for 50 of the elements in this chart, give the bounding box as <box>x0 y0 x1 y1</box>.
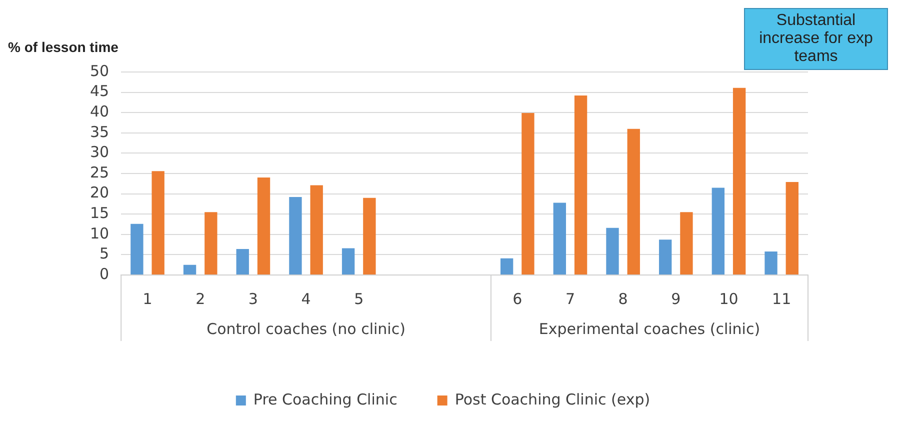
bar <box>764 251 778 274</box>
bar <box>522 113 534 274</box>
y-tick-label: 5 <box>100 244 110 263</box>
bar <box>342 248 355 274</box>
x-tick-label: 4 <box>301 290 311 308</box>
x-tick-label: 9 <box>671 290 681 308</box>
y-axis-title: % of lesson time <box>8 38 119 55</box>
bar <box>500 258 514 274</box>
x-tick-label: 1 <box>142 290 152 308</box>
y-tick-label: 15 <box>90 204 110 222</box>
bar <box>310 185 323 274</box>
bar <box>606 228 619 274</box>
bar <box>553 202 566 274</box>
y-tick-label: 0 <box>100 264 110 283</box>
legend-label: Pre Coaching Clinic <box>253 390 398 408</box>
bar <box>574 96 588 274</box>
x-tick-label: 8 <box>618 290 628 308</box>
y-tick-label: 35 <box>90 122 110 141</box>
bar <box>289 197 302 274</box>
y-tick-label: 30 <box>90 143 110 162</box>
y-tick-label: 10 <box>90 224 110 242</box>
bar <box>236 249 249 274</box>
bar <box>658 240 672 274</box>
bar <box>130 224 144 274</box>
text: Control coaches (no clinic) <box>206 320 406 338</box>
bar <box>680 212 693 274</box>
x-tick-label: 11 <box>772 290 792 308</box>
x-tick-label: 3 <box>248 290 258 308</box>
x-tick-label: 5 <box>354 290 364 308</box>
bar <box>712 188 725 274</box>
x-tick-label: 6 <box>512 290 522 308</box>
y-tick-label: 25 <box>90 163 110 182</box>
y-tick-label: 50 <box>90 62 110 80</box>
text: Experimental coaches (clinic) <box>538 320 760 338</box>
legend-label: Post Coaching Clinic (exp) <box>454 390 650 408</box>
text: Substantial increase for exp teams <box>744 8 888 70</box>
x-tick-label: 7 <box>565 290 575 308</box>
bar <box>786 182 798 274</box>
bar <box>627 128 640 274</box>
bar <box>204 212 218 274</box>
x-tick-label: 2 <box>196 290 206 308</box>
bar <box>257 178 270 274</box>
y-tick-label: 45 <box>90 82 110 100</box>
x-tick-label: 10 <box>719 290 738 308</box>
bar <box>363 198 376 274</box>
y-tick-label: 20 <box>90 184 110 202</box>
y-tick-label: 40 <box>90 102 110 120</box>
bar <box>732 88 746 274</box>
bar <box>152 171 164 274</box>
bar <box>183 264 196 274</box>
